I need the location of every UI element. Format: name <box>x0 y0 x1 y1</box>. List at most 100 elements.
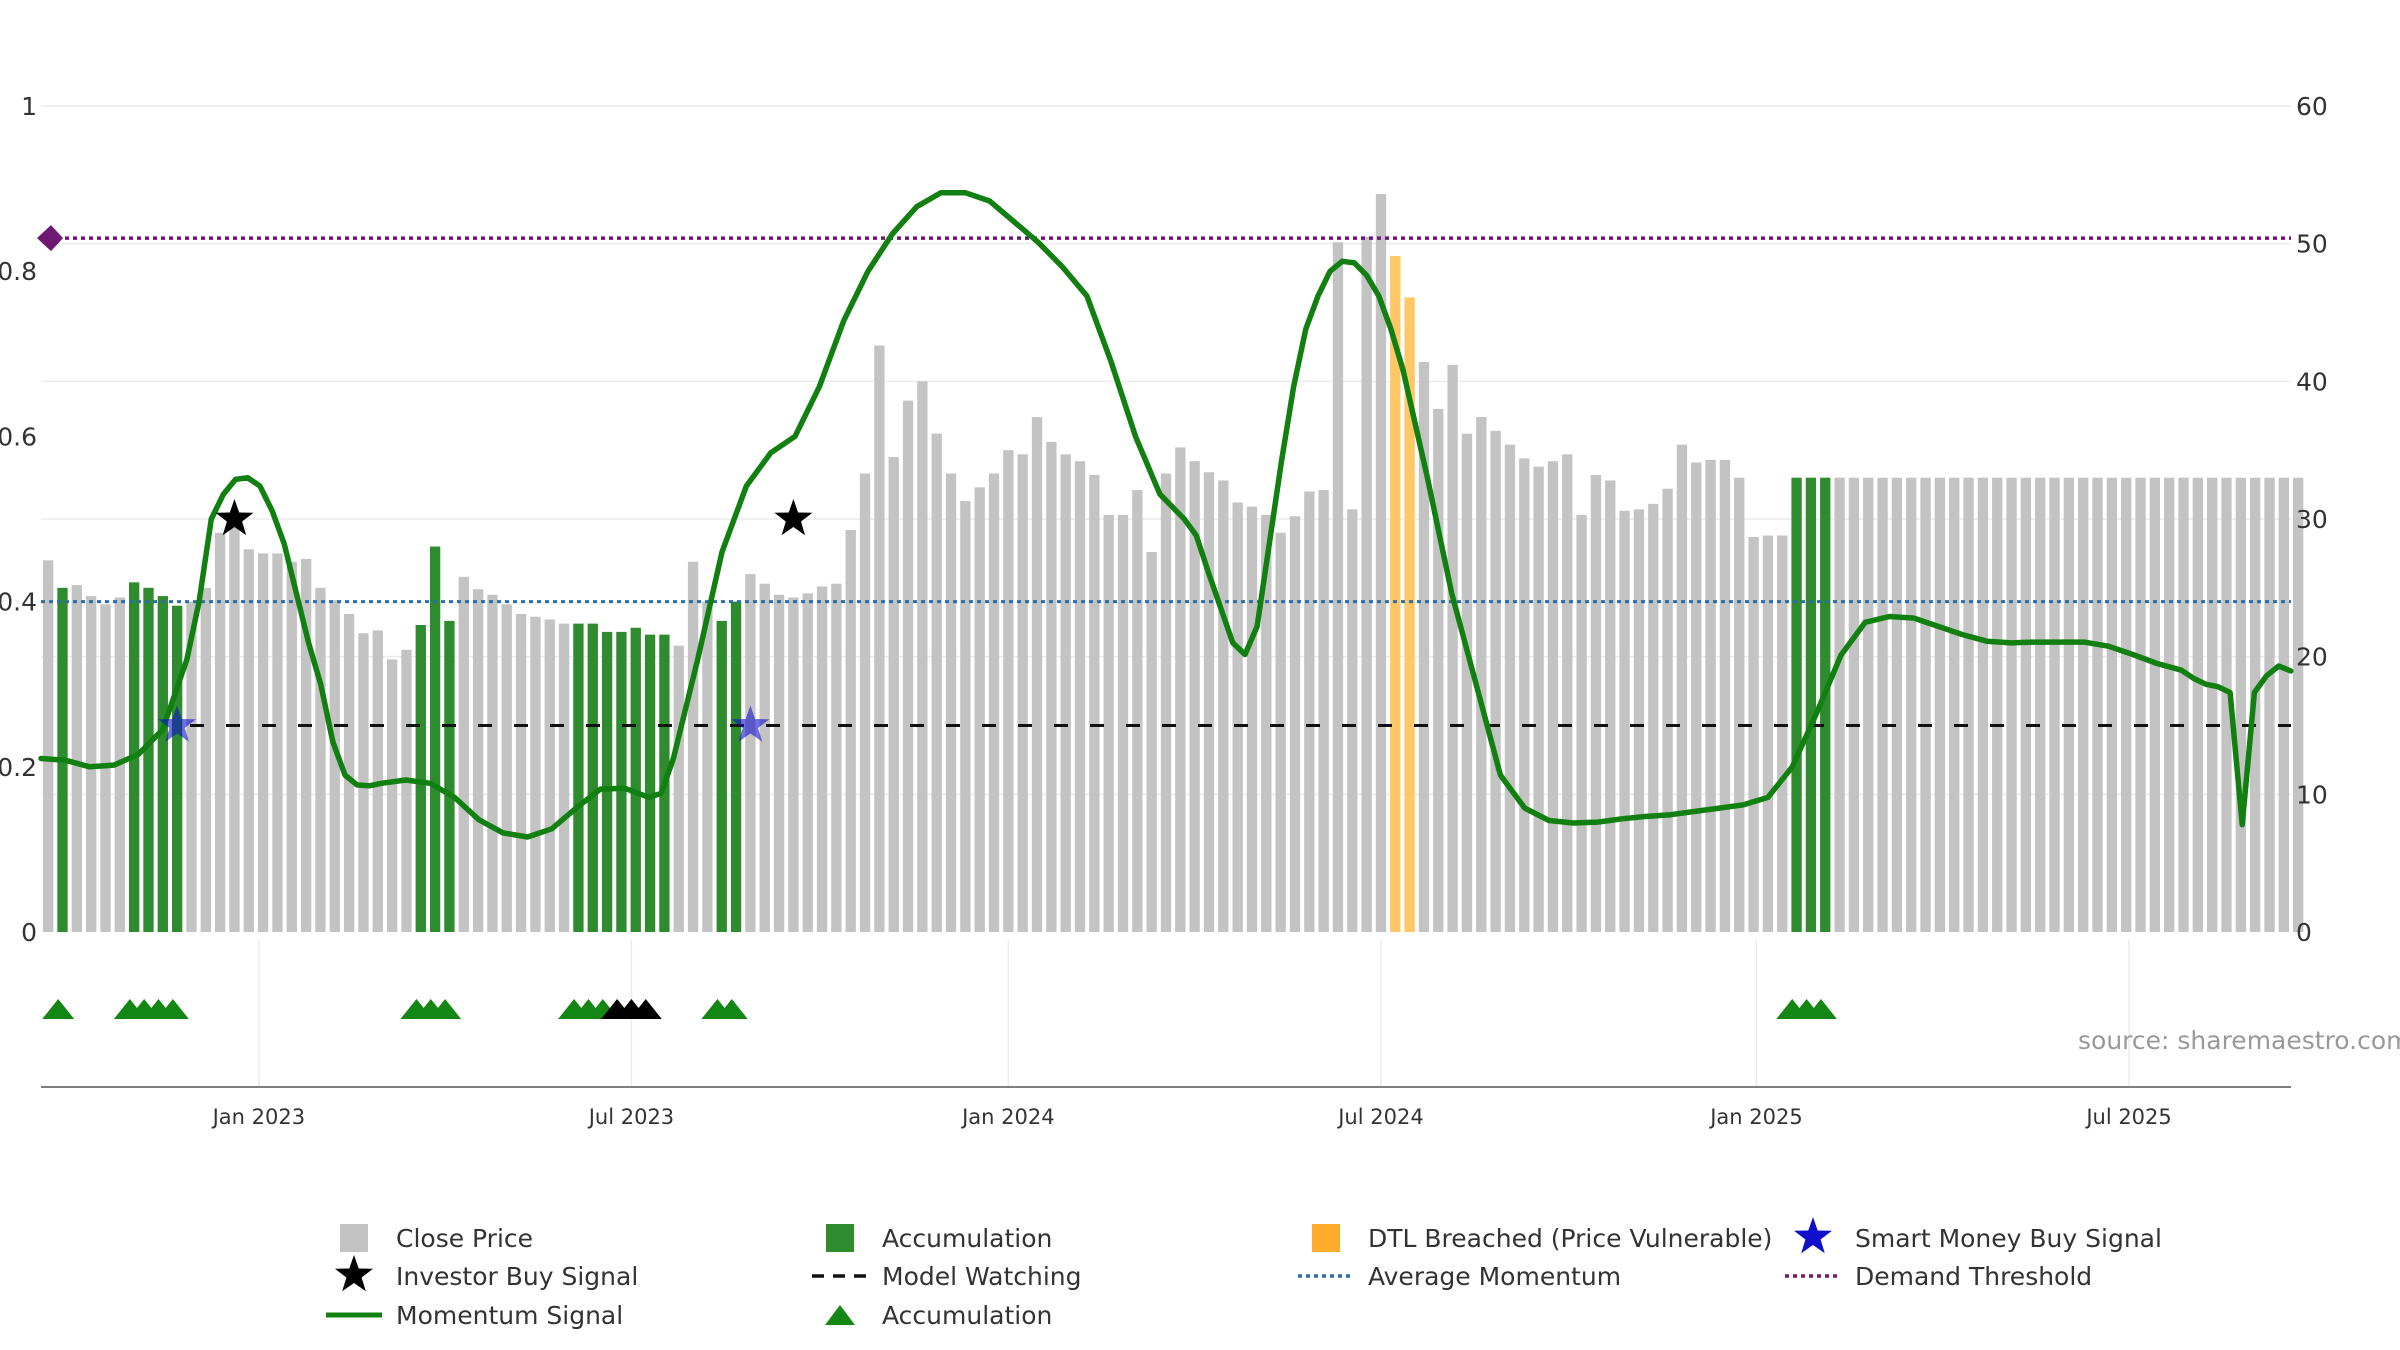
left-axis-tick-label: 0.2 <box>0 753 37 782</box>
close-price-bar <box>1676 444 1688 932</box>
accumulation-bar <box>143 587 154 932</box>
source-note: source: sharemaestro.com <box>2078 1026 2400 1055</box>
close-price-bar <box>2164 477 2175 932</box>
legend-label: Momentum Signal <box>396 1301 623 1330</box>
close-price-bar <box>229 527 240 932</box>
close-price-bar <box>1203 472 1215 932</box>
legend-label: Demand Threshold <box>1855 1262 2092 1291</box>
close-price-bar <box>1519 458 1530 932</box>
legend-label: Average Momentum <box>1368 1262 1621 1291</box>
close-price-bar <box>2106 477 2118 932</box>
accumulation-bar <box>1791 477 1802 932</box>
close-price-bar <box>1992 477 2003 932</box>
accumulation-triangles <box>42 999 1837 1019</box>
close-price-bar <box>1963 477 1974 932</box>
legend-close-swatch <box>340 1224 368 1252</box>
accumulation-bar <box>644 634 656 932</box>
close-price-bar <box>888 457 899 932</box>
accumulation-bar <box>429 546 441 932</box>
accumulation-bar <box>444 620 455 932</box>
legend: Close Price Accumulation DTL Breached (Pri… <box>326 1217 2162 1330</box>
close-price-bar <box>2278 477 2289 932</box>
momentum-signal-path <box>38 189 2294 840</box>
close-price-bar <box>401 649 412 932</box>
close-price-bar <box>2078 477 2089 932</box>
close-price-bar <box>2049 477 2060 932</box>
close-price-bar <box>1848 477 1860 932</box>
left-axis-tick-label: 0.6 <box>0 422 37 451</box>
close-price-bar <box>1189 461 1200 932</box>
close-price-bar <box>1691 462 1702 932</box>
close-price-bar <box>1547 461 1559 932</box>
close-price-bar <box>1777 535 1788 932</box>
close-price-bar <box>974 487 985 932</box>
accumulation-triangle <box>715 999 748 1019</box>
left-axis-tick-label: 1 <box>21 92 37 121</box>
close-price-bar <box>1117 514 1129 932</box>
investor-buy-signal <box>215 499 254 536</box>
x-axis-tick-label: Jan 2025 <box>1708 1105 1803 1129</box>
close-price-bar <box>859 473 871 932</box>
close-price-bar <box>186 601 197 932</box>
close-price-bar <box>2178 477 2189 932</box>
close-price-bar <box>2264 477 2275 932</box>
close-price-bar <box>831 583 842 932</box>
close-price-bar <box>673 645 684 932</box>
close-price-bar <box>2006 477 2017 932</box>
close-price-bar <box>687 561 699 932</box>
close-price-bar <box>1920 477 1931 932</box>
close-price-bar <box>1834 477 1845 932</box>
close-price-bar <box>931 433 942 932</box>
close-price-bar <box>1863 477 1874 932</box>
right-axis-tick-label: 0 <box>2296 918 2312 947</box>
close-price-bar <box>1146 552 1157 932</box>
legend-accumulation-triangle <box>825 1305 855 1325</box>
close-price-bar <box>845 530 856 932</box>
close-price-bar <box>2149 477 2161 932</box>
close-price-bar <box>1490 430 1501 932</box>
momentum-signal-line <box>38 189 2294 840</box>
close-price-bar <box>759 583 770 932</box>
smart-money-buy-signal <box>158 705 197 742</box>
close-price-bar <box>1906 477 1917 932</box>
right-axis-tick-label: 50 <box>2296 230 2328 259</box>
reference-lines <box>37 225 2291 727</box>
close-price-bar <box>1132 490 1143 932</box>
close-price-bar <box>1347 509 1358 932</box>
close-price-bar <box>1046 441 1057 932</box>
close-price-bar <box>386 659 398 932</box>
close-price-bar <box>960 501 971 932</box>
legend-accumulation-swatch <box>826 1224 854 1252</box>
legend-label: Close Price <box>396 1224 533 1253</box>
close-price-bar <box>1662 488 1673 932</box>
close-price-bar <box>745 574 756 932</box>
smart-money-buy-signal <box>731 705 770 742</box>
close-price-bar <box>2207 477 2218 932</box>
accumulation-bar <box>730 601 742 932</box>
legend-investor-star <box>335 1255 373 1292</box>
close-price-bar <box>1748 536 1759 932</box>
accumulation-bar <box>616 631 627 932</box>
close-price-bar <box>1605 480 1616 932</box>
close-price-bar <box>372 630 383 932</box>
close-price-bar <box>358 633 369 932</box>
close-price-bar <box>2135 477 2146 932</box>
right-axis-tick-label: 30 <box>2296 505 2328 534</box>
accumulation-bar <box>157 596 168 932</box>
close-price-bar <box>1275 532 1286 932</box>
legend-label: Smart Money Buy Signal <box>1855 1224 2162 1253</box>
close-price-bar <box>1074 461 1086 932</box>
close-price-bar <box>1160 473 1172 932</box>
right-axis-tick-label: 40 <box>2296 367 2328 396</box>
close-price-bar <box>71 585 82 932</box>
close-price-bar <box>544 619 555 932</box>
close-price-bar <box>1977 477 1989 932</box>
close-price-bar <box>1633 509 1645 932</box>
legend-smart-money-star <box>1794 1217 1832 1254</box>
close-price-bar <box>917 381 928 932</box>
close-price-bar <box>1877 477 1888 932</box>
close-price-bar <box>1949 477 1960 932</box>
x-axis-tick-label: Jan 2023 <box>211 1105 306 1129</box>
close-price-bar <box>501 604 512 932</box>
close-price-bar <box>1891 477 1903 932</box>
